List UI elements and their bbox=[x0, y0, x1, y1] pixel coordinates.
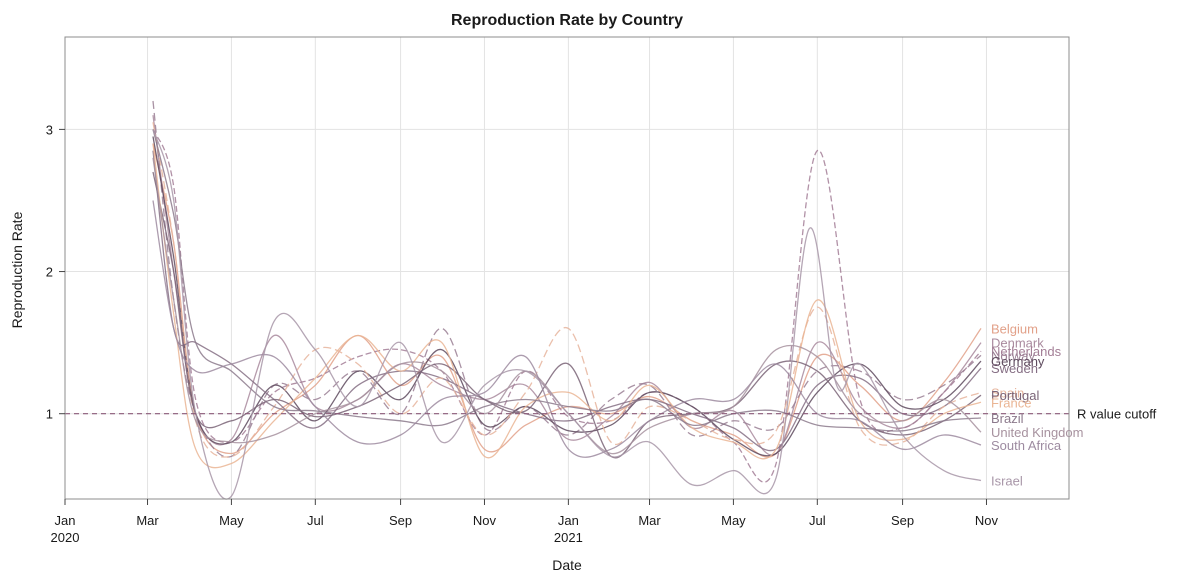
series-label: Sweden bbox=[991, 361, 1038, 376]
grid bbox=[64, 37, 1069, 499]
x-tick-year-label: 2021 bbox=[554, 530, 583, 545]
series-line-portugal bbox=[152, 171, 982, 459]
series-label: France bbox=[991, 395, 1031, 410]
x-axis-label: Date bbox=[552, 557, 582, 573]
x-tick-year-label: 2020 bbox=[51, 530, 80, 545]
x-tick-label: Jan bbox=[55, 513, 76, 528]
y-tick-label: 2 bbox=[46, 265, 53, 280]
r-cutoff-label: R value cutoff bbox=[1077, 407, 1157, 422]
series-line-belgium bbox=[152, 143, 982, 458]
series-label: Spain bbox=[991, 385, 1024, 400]
x-tick-label: Jul bbox=[307, 513, 324, 528]
x-tick-label: Sep bbox=[389, 513, 412, 528]
series-label: Portugal bbox=[991, 388, 1040, 403]
series-label: United Kingdom bbox=[991, 425, 1083, 440]
series-lines bbox=[152, 100, 982, 500]
x-tick-label: Jul bbox=[809, 513, 826, 528]
series-label: Germany bbox=[991, 354, 1045, 369]
y-tick-label: 3 bbox=[46, 122, 53, 137]
series-line-france bbox=[152, 143, 982, 469]
plot-frame bbox=[64, 36, 1070, 500]
series-labels: BelgiumDenmarkNetherlandsNorwayGermanySw… bbox=[991, 321, 1083, 488]
series-label: South Africa bbox=[991, 438, 1062, 453]
series-line-sweden bbox=[152, 150, 982, 452]
series-label: Israel bbox=[991, 474, 1023, 489]
x-tick-label: May bbox=[219, 513, 244, 528]
series-label: Belgium bbox=[991, 321, 1038, 336]
series-label: Norway bbox=[991, 348, 1036, 363]
x-tick-label: May bbox=[721, 513, 746, 528]
series-line-netherlands bbox=[152, 129, 982, 483]
axes: Jan 2020 Mar May Jul Sep Nov Jan 2021 Mar May Jul Se… bbox=[46, 122, 999, 545]
y-tick-label: 1 bbox=[46, 407, 53, 422]
series-label: Netherlands bbox=[991, 344, 1062, 359]
x-tick-label: Jan bbox=[558, 513, 579, 528]
chart-title: Reproduction Rate by Country bbox=[451, 12, 683, 29]
series-line-israel bbox=[152, 129, 982, 500]
x-tick-label: Nov bbox=[473, 513, 497, 528]
series-line-norway bbox=[152, 100, 982, 458]
x-tick-label: Mar bbox=[638, 513, 661, 528]
reference-line: R value cutoff bbox=[65, 407, 1157, 422]
series-label: Denmark bbox=[991, 336, 1044, 351]
x-tick-label: Nov bbox=[975, 513, 999, 528]
series-label: Brazil bbox=[991, 411, 1024, 426]
series-line-denmark bbox=[152, 115, 982, 456]
y-axis-label: Reproduction Rate bbox=[9, 211, 25, 328]
x-tick-label: Sep bbox=[891, 513, 914, 528]
x-tick-label: Mar bbox=[136, 513, 159, 528]
series-line-united-kingdom bbox=[152, 157, 982, 455]
series-line-brazil bbox=[152, 129, 982, 432]
